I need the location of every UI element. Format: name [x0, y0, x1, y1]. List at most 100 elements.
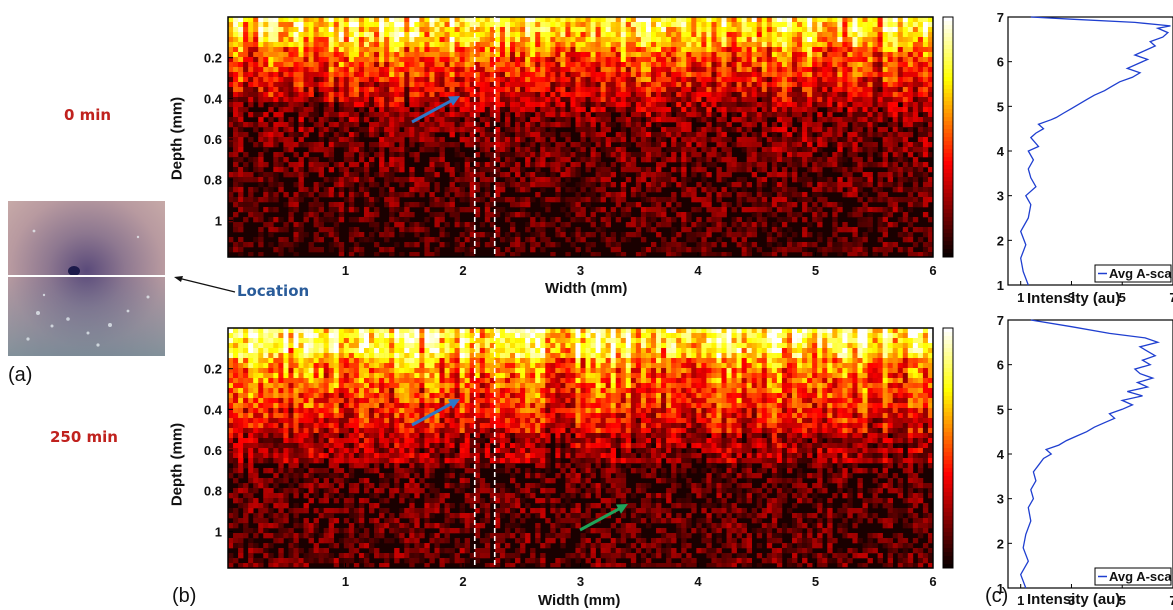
oct-pixel — [484, 92, 491, 98]
oct-pixel — [797, 177, 803, 183]
oct-pixel — [363, 162, 370, 168]
oct-pixel — [504, 182, 511, 188]
oct-pixel — [711, 52, 717, 58]
oct-pixel — [363, 177, 370, 183]
oct-pixel — [384, 27, 390, 33]
oct-pixel — [424, 27, 430, 33]
oct-pixel — [444, 117, 450, 123]
oct-pixel — [630, 222, 637, 228]
oct-pixel — [651, 187, 657, 193]
oct-pixel — [268, 77, 274, 83]
oct-pixel — [711, 227, 717, 233]
oct-pixel — [484, 62, 491, 68]
oct-pixel — [454, 27, 460, 33]
oct-pixel — [917, 202, 924, 208]
oct-pixel — [535, 122, 541, 128]
oct-pixel — [489, 177, 496, 183]
oct-pixel — [228, 62, 234, 68]
oct-pixel — [308, 157, 314, 163]
oct-pixel — [897, 27, 904, 33]
oct-pixel — [706, 47, 712, 53]
oct-pixel — [590, 122, 596, 128]
oct-pixel — [927, 37, 934, 43]
oct-pixel — [630, 47, 637, 53]
oct-pixel — [595, 167, 601, 173]
oct-pixel — [741, 117, 747, 123]
oct-pixel — [862, 77, 868, 83]
oct-pixel — [323, 102, 330, 108]
oct-pixel — [610, 102, 617, 108]
oct-pixel — [278, 137, 284, 143]
oct-pixel — [807, 232, 813, 238]
oct-pixel — [248, 62, 254, 68]
oct-pixel — [635, 92, 642, 98]
oct-pixel — [786, 207, 793, 213]
oct-pixel — [630, 52, 637, 58]
oct-pixel — [565, 42, 571, 48]
oct-pixel — [333, 47, 340, 53]
oct-pixel — [233, 82, 239, 88]
oct-pixel — [278, 42, 284, 48]
oct-pixel — [409, 212, 415, 218]
oct-pixel — [897, 52, 904, 58]
oct-pixel — [238, 127, 244, 133]
oct-pixel — [459, 47, 465, 53]
oct-pixel — [721, 92, 727, 98]
oct-pixel — [867, 62, 873, 68]
oct-pixel — [258, 152, 264, 158]
oct-pixel — [540, 172, 546, 178]
oct-pixel — [474, 207, 481, 213]
oct-pixel — [530, 92, 536, 98]
oct-pixel — [369, 197, 375, 203]
oct-pixel — [258, 182, 264, 188]
oct-pixel — [756, 207, 763, 213]
oct-pixel — [661, 207, 667, 213]
oct-pixel — [343, 57, 350, 63]
oct-pixel — [872, 57, 878, 63]
oct-pixel — [902, 232, 909, 238]
oct-pixel — [615, 22, 622, 28]
oct-pixel — [661, 37, 667, 43]
oct-pixel — [535, 37, 541, 43]
oct-pixel — [867, 87, 873, 93]
oct-pixel — [338, 27, 345, 33]
oct-pixel — [424, 67, 430, 73]
oct-pixel — [887, 87, 894, 93]
oct-pixel — [233, 32, 239, 38]
oct-pixel — [827, 112, 833, 118]
oct-pixel — [897, 17, 904, 23]
oct-pixel — [807, 27, 813, 33]
oct-pixel — [842, 157, 848, 163]
oct-pixel — [358, 87, 365, 93]
oct-pixel — [318, 167, 324, 173]
oct-pixel — [565, 72, 571, 78]
oct-pixel — [771, 222, 778, 228]
oct-pixel — [610, 57, 617, 63]
oct-pixel — [570, 52, 576, 58]
oct-pixel — [630, 22, 637, 28]
oct-pixel — [389, 82, 395, 88]
oct-pixel — [343, 47, 350, 53]
oct-pixel — [444, 62, 450, 68]
oct-pixel — [746, 147, 753, 153]
oct-pixel — [595, 52, 601, 58]
oct-pixel — [504, 27, 511, 33]
oct-pixel — [424, 207, 430, 213]
oct-pixel — [575, 202, 581, 208]
oct-pixel — [389, 22, 395, 28]
oct-pixel — [721, 107, 727, 113]
oct-pixel — [852, 62, 858, 68]
oct-pixel — [771, 102, 778, 108]
oct-pixel — [852, 212, 858, 218]
oct-pixel — [645, 102, 652, 108]
oct-pixel — [510, 37, 516, 43]
oct-pixel — [756, 152, 763, 158]
oct-pixel — [530, 222, 536, 228]
oct-pixel — [535, 117, 541, 123]
oct-pixel — [857, 47, 863, 53]
oct-pixel — [827, 67, 833, 73]
oct-pixel — [897, 182, 904, 188]
oct-pixel — [620, 87, 627, 93]
location-label: Location — [237, 282, 310, 300]
oct-pixel — [353, 232, 360, 238]
